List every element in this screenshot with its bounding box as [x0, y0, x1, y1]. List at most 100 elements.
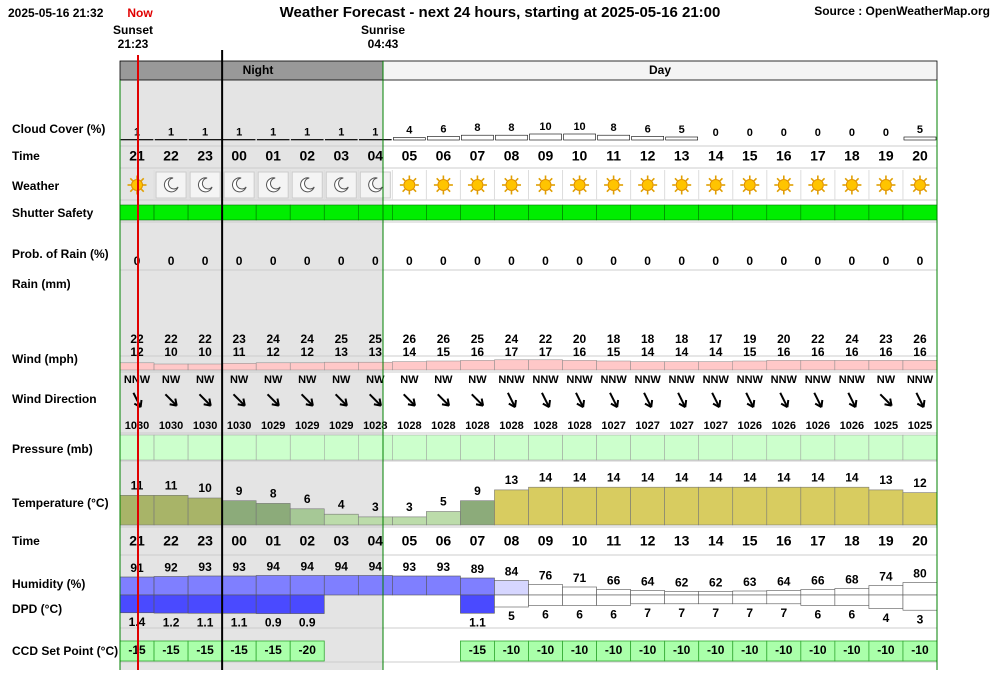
rain-prob-value: 0	[883, 254, 890, 268]
pressure-cell	[834, 434, 870, 461]
wind-gust: 26	[403, 332, 417, 346]
sun-ray	[651, 188, 655, 193]
sun-ray	[538, 177, 542, 182]
wind-speed: 16	[879, 345, 893, 359]
pressure-value: 1028	[499, 420, 523, 432]
moon-icon	[300, 177, 315, 193]
moon-icon	[197, 177, 213, 193]
wind-arrow	[507, 392, 516, 408]
wind-direction: NNW	[771, 374, 798, 386]
shutter-cell	[834, 204, 870, 221]
hour: 23	[197, 148, 213, 164]
temperature-bar	[255, 503, 291, 526]
wind-arrow	[471, 393, 484, 407]
temperature-bar	[357, 516, 393, 526]
cloud-bar	[631, 136, 664, 141]
temperature-value: 14	[675, 470, 689, 484]
sun-ray	[787, 177, 792, 182]
rain-prob-value: 0	[474, 254, 481, 268]
dpd-value: 7	[644, 606, 651, 620]
hour: 11	[606, 533, 621, 549]
sun-ray	[923, 188, 928, 193]
wind-bar	[187, 363, 223, 371]
wind-bar	[630, 361, 665, 371]
wind-direction: NW	[434, 374, 453, 386]
humidity-value: 93	[437, 560, 451, 574]
rain-prob-value: 0	[236, 254, 243, 268]
temperature-bar	[153, 494, 189, 526]
dpd-bar	[221, 594, 257, 614]
icon-box	[291, 171, 323, 199]
sun-ray	[651, 177, 655, 182]
row-label: Temperature (°C)	[12, 496, 109, 510]
sun-ray	[742, 188, 747, 193]
sunrise-label: Sunrise	[361, 23, 405, 37]
wind-gust: 18	[641, 332, 655, 346]
wind-speed: 15	[607, 345, 621, 359]
wind-gust: 18	[675, 332, 689, 346]
temperature-value: 4	[338, 497, 345, 511]
wind-direction: NNW	[635, 374, 662, 386]
pressure-value: 1030	[193, 420, 217, 432]
wind-arrow	[915, 392, 925, 408]
wind-arrowhead	[373, 398, 382, 407]
sun-ray	[129, 177, 134, 182]
cloud-bar	[154, 139, 188, 141]
wind-arrowhead	[678, 399, 688, 409]
row-label: DPD (°C)	[12, 602, 62, 616]
dpd-bar	[834, 594, 870, 606]
sun-ray	[821, 188, 826, 193]
temperature-value: 14	[709, 470, 723, 484]
hour: 22	[163, 148, 179, 164]
sun-ray	[776, 188, 781, 193]
cloud-bar	[358, 139, 392, 141]
hour: 23	[197, 533, 213, 549]
temperature-value: 11	[165, 478, 178, 492]
cloud-value: 1	[372, 126, 378, 138]
humidity-value: 92	[164, 561, 178, 575]
rain-prob-value: 0	[168, 254, 175, 268]
humidity-bar	[698, 591, 734, 596]
humidity-value: 80	[913, 567, 927, 581]
hour: 16	[776, 148, 792, 164]
rain-prob-value: 0	[610, 254, 617, 268]
hour: 15	[742, 148, 758, 164]
sun-ray	[855, 177, 860, 182]
pressure-cell	[324, 434, 359, 461]
icon-box	[155, 171, 187, 199]
cloud-bar	[427, 136, 460, 141]
sun-ray	[447, 177, 451, 182]
wind-bar	[392, 361, 427, 371]
humidity-value: 74	[879, 570, 893, 584]
rain-prob-value: 0	[440, 254, 447, 268]
hour: 08	[504, 148, 520, 164]
shutter-cell	[868, 204, 904, 221]
icon-box	[359, 171, 391, 199]
moon-icon	[232, 177, 247, 193]
sun-ray	[912, 177, 917, 182]
cloud-bar	[188, 139, 222, 141]
wind-direction: NW	[400, 374, 419, 386]
hour: 09	[538, 148, 554, 164]
humidity-bar	[255, 575, 291, 596]
cloud-bar	[597, 134, 630, 141]
sun-ray	[140, 177, 145, 182]
shutter-cell	[392, 204, 427, 221]
wind-speed: 12	[267, 345, 281, 359]
temperature-bar	[426, 511, 461, 526]
sun-icon	[709, 179, 722, 191]
wind-gust: 26	[913, 332, 927, 346]
hour: 03	[333, 533, 349, 549]
wind-gust: 25	[471, 332, 485, 346]
pressure-value: 1030	[227, 420, 251, 432]
wind-speed: 17	[539, 345, 553, 359]
temperature-value: 10	[198, 481, 212, 495]
wind-bar	[596, 360, 631, 371]
dpd-bar	[255, 594, 291, 614]
hour: 06	[436, 533, 452, 549]
hour: 04	[368, 148, 384, 164]
dpd-bar	[630, 594, 665, 605]
wind-gust: 20	[777, 332, 791, 346]
temperature-bar	[289, 508, 325, 526]
hour: 05	[402, 148, 418, 164]
